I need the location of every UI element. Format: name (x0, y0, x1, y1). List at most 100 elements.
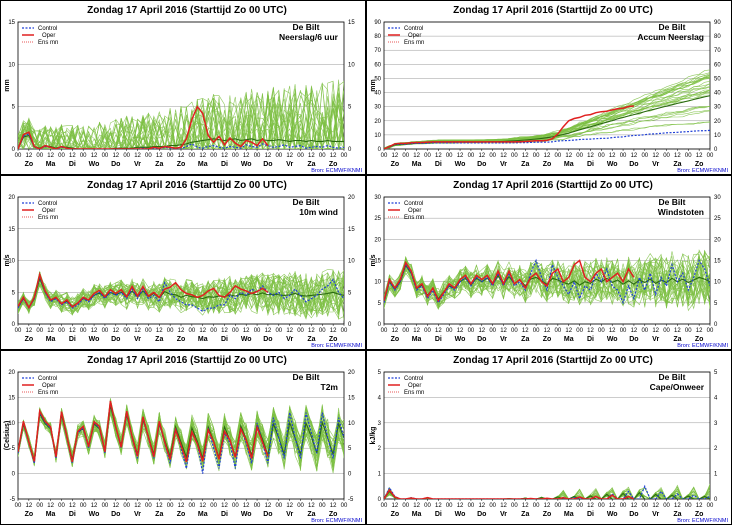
y-tick-label: 15 (8, 20, 15, 26)
day-label: Zo (391, 336, 400, 343)
series-group (384, 483, 710, 499)
x-tick-label: 00 (297, 153, 304, 159)
y-tick-label-right: 0 (714, 322, 718, 328)
day-label: Ma (46, 511, 56, 518)
x-tick-label: 12 (286, 328, 293, 334)
day-label: Do (111, 336, 120, 343)
x-tick-label: 12 (178, 503, 185, 509)
day-label: Za (521, 161, 529, 168)
x-tick-label: 00 (685, 153, 692, 159)
x-tick-label: 12 (69, 328, 76, 334)
day-label: Do (263, 511, 272, 518)
y-tick-label: 20 (8, 195, 15, 201)
y-tick-label: 20 (374, 237, 381, 243)
day-label: Ma (46, 161, 56, 168)
series-group (384, 249, 710, 312)
y-tick-label: 90 (374, 20, 381, 26)
day-label: Do (477, 511, 486, 518)
legend-control-label: Control (404, 201, 423, 207)
y-tick-label: 80 (374, 34, 381, 40)
day-label: Vr (286, 161, 293, 168)
x-tick-label: 12 (47, 328, 54, 334)
oper-line (18, 400, 269, 463)
meteogram-svg: Zondag 17 April 2016 (Starttijd Zo 00 UT… (0, 0, 366, 175)
day-label: Ma (564, 161, 574, 168)
x-tick-label: 00 (189, 503, 196, 509)
x-tick-label: 00 (446, 503, 453, 509)
x-tick-label: 00 (446, 328, 453, 334)
day-label: Zo (25, 161, 34, 168)
x-tick-label: 00 (576, 503, 583, 509)
station-name: De Bilt (293, 22, 320, 32)
day-label: Do (111, 511, 120, 518)
day-label: Di (587, 336, 594, 343)
x-tick-label: 12 (392, 153, 399, 159)
y-axis-label: mm (370, 79, 377, 91)
day-label: Ma (412, 336, 422, 343)
day-label: Zo (543, 336, 552, 343)
day-label: Do (263, 161, 272, 168)
x-tick-label: 12 (522, 153, 529, 159)
y-tick-label: 5 (378, 301, 382, 307)
day-label: Vr (652, 511, 659, 518)
ensemble-member-line (384, 488, 710, 499)
x-tick-label: 12 (26, 153, 33, 159)
legend-oper-label: Oper (408, 33, 421, 39)
meteogram-panel: Zondag 17 April 2016 (Starttijd Zo 00 UT… (0, 0, 366, 175)
x-tick-label: 12 (544, 153, 551, 159)
y-tick-label-right: 60 (714, 62, 721, 68)
ensemble-member-line (384, 489, 710, 499)
x-tick-label: 00 (511, 328, 518, 334)
x-tick-label: 12 (413, 503, 420, 509)
x-tick-label: 12 (652, 328, 659, 334)
ensemble-member-line (18, 84, 344, 149)
x-tick-label: 12 (308, 503, 315, 509)
ensemble-member-line (18, 80, 344, 149)
meteogram-panel: Zondag 17 April 2016 (Starttijd Zo 00 UT… (366, 0, 732, 175)
ensemble-member-line (18, 81, 344, 149)
x-tick-label: 12 (565, 328, 572, 334)
x-tick-label: 12 (199, 503, 206, 509)
day-label: Wo (455, 511, 466, 518)
ensemble-member-line (18, 272, 344, 314)
y-tick-label-right: 80 (714, 34, 721, 40)
y-tick-label-right: 30 (714, 105, 721, 111)
oper-line (384, 259, 635, 303)
legend-ens-mn-label: Ens mn (38, 390, 58, 396)
x-tick-label: 12 (156, 503, 163, 509)
y-tick-label: 50 (374, 76, 381, 82)
x-tick-label: 00 (58, 328, 65, 334)
ensemble-member-line (18, 85, 344, 149)
day-label: Ma (412, 511, 422, 518)
legend-ens-mn-label: Ens mn (38, 40, 58, 46)
y-tick-label-right: 30 (714, 195, 721, 201)
day-label: Wo (241, 161, 252, 168)
x-tick-label: 00 (189, 153, 196, 159)
y-tick-label-right: 40 (714, 91, 721, 97)
y-tick-label-right: 10 (714, 133, 721, 139)
day-label: Di (221, 336, 228, 343)
x-tick-label: 12 (221, 328, 228, 334)
day-label: Vr (134, 336, 141, 343)
x-tick-label: 00 (275, 153, 282, 159)
x-tick-label: 00 (36, 153, 43, 159)
x-tick-label: 12 (631, 328, 638, 334)
x-tick-label: 12 (47, 503, 54, 509)
x-tick-label: 00 (663, 503, 670, 509)
ensemble-member-line (18, 274, 344, 314)
x-tick-label: 00 (319, 503, 326, 509)
ensemble-member-line (18, 89, 344, 149)
y-tick-label: 4 (378, 395, 382, 401)
ensemble-member-line (18, 94, 344, 149)
y-axis-label: kJ/kg (370, 427, 377, 445)
ensemble-member-line (18, 93, 344, 149)
x-tick-label: 12 (674, 328, 681, 334)
x-tick-label: 00 (58, 503, 65, 509)
y-axis-label: m/s (4, 254, 11, 266)
y-tick-label: 0 (378, 497, 382, 503)
y-tick-label-right: 0 (348, 472, 352, 478)
legend-control-label: Control (38, 376, 57, 382)
y-tick-label-right: 5 (348, 446, 352, 452)
x-tick-label: 00 (341, 503, 348, 509)
source-label: Bron: ECMWF/KNMI (677, 518, 728, 524)
